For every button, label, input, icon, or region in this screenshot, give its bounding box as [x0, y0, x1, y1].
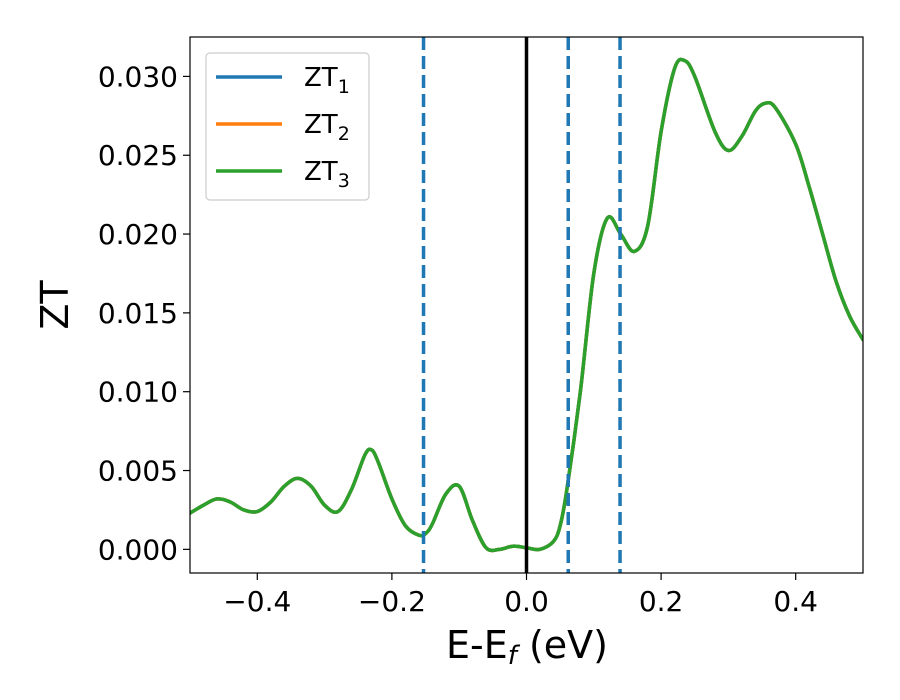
x-tick-label: −0.4 [223, 585, 291, 618]
x-tick-label: 0.2 [639, 585, 684, 618]
y-tick-label: 0.010 [98, 376, 178, 409]
axis-ticks: −0.4 −0.2 0.0 0.2 0.4 0.000 0.005 0.010 0.015 0.0… [98, 60, 818, 618]
legend-entry-subscript: 1 [338, 76, 350, 98]
y-tick-label: 0.020 [98, 218, 178, 251]
legend-entry-name: ZT [304, 157, 338, 187]
legend-entry-subscript: 3 [338, 170, 350, 192]
x-tick-label: 0.0 [504, 585, 549, 618]
y-axis-label: ZT [33, 280, 77, 330]
y-tick-label: 0.030 [98, 60, 178, 93]
x-tick-label: −0.2 [358, 585, 426, 618]
x-axis-label-main: E-E [446, 623, 508, 667]
y-tick-label: 0.000 [98, 533, 178, 566]
y-tick-label: 0.025 [98, 139, 178, 172]
legend-entry-subscript: 2 [338, 123, 350, 145]
legend-box [205, 52, 370, 201]
x-axis-label-unit: (eV) [517, 623, 608, 667]
legend-entry-name: ZT [304, 63, 338, 93]
x-axis-label: E-Ef (eV) [446, 623, 608, 671]
legend-entry-1: ZT1 [304, 63, 350, 98]
legend-entry-name: ZT [304, 110, 338, 140]
x-tick-label: 0.4 [773, 585, 818, 618]
plot-area [189, 36, 864, 574]
legend-entry-3: ZT3 [304, 157, 350, 192]
y-tick-label: 0.005 [98, 455, 178, 488]
legend-entry-2: ZT2 [304, 110, 350, 145]
y-tick-label: 0.015 [98, 297, 178, 330]
